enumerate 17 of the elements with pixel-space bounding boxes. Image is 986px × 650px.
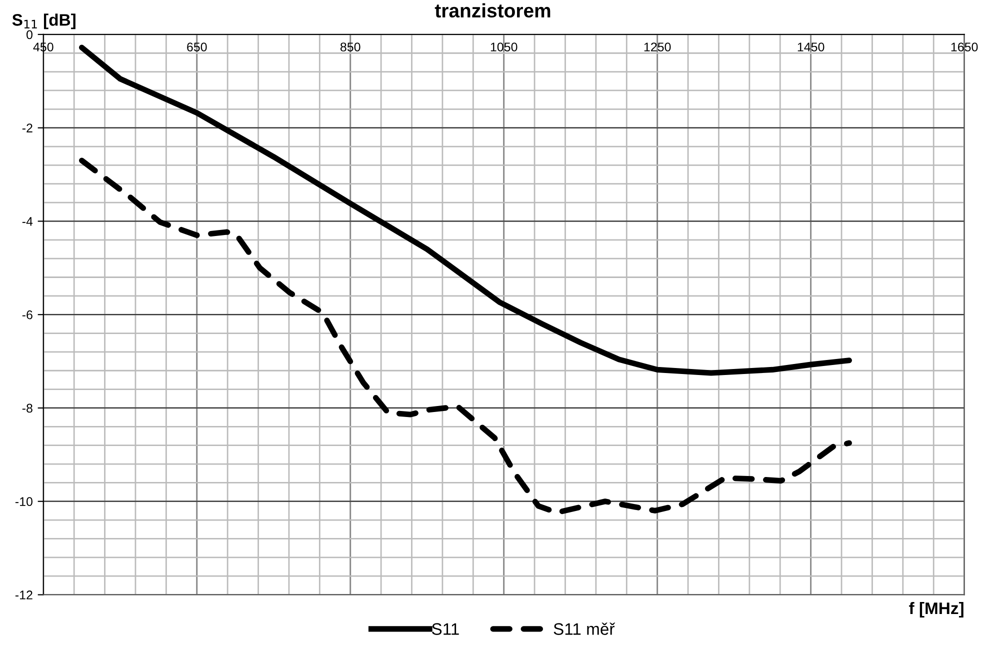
x-tick-label: 1450 bbox=[798, 42, 824, 52]
y-tick-label: -12 bbox=[15, 590, 32, 600]
x-tick-label: 650 bbox=[187, 42, 207, 52]
x-tick-label: 850 bbox=[340, 42, 360, 52]
x-tick-label: 1250 bbox=[644, 42, 671, 52]
y-axis-title: S$_{11}$ [dB] bbox=[12, 14, 76, 30]
y-tick-label: -4 bbox=[22, 217, 33, 226]
y-tick-label: -10 bbox=[15, 497, 32, 506]
y-tick-label: 0 bbox=[26, 30, 32, 40]
y-tick-label: -2 bbox=[22, 124, 32, 132]
chart-title: tranzistorem bbox=[434, 3, 550, 18]
y-tick-label: -8 bbox=[22, 404, 32, 413]
legend-label: S11 bbox=[432, 623, 459, 635]
y-tick-label: -6 bbox=[22, 310, 32, 320]
x-axis-title: f [MHz] bbox=[909, 602, 964, 618]
x-tick-label: 1050 bbox=[490, 42, 518, 52]
legend-label: S11 měř bbox=[554, 622, 616, 635]
